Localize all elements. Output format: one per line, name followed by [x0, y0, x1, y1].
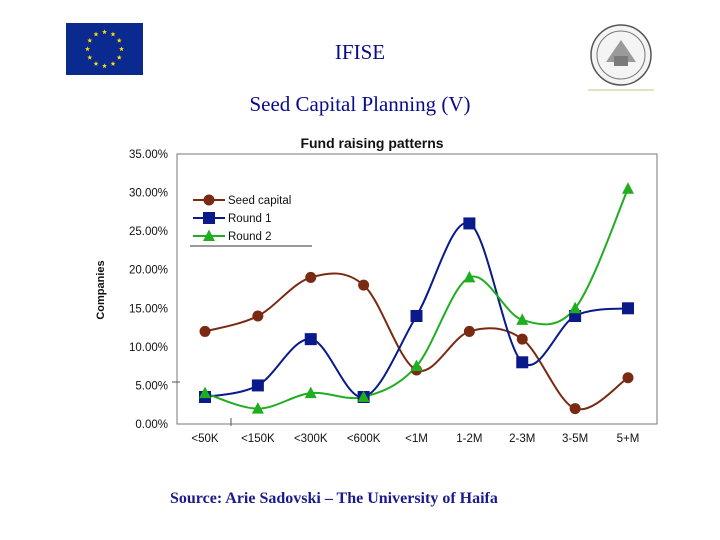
- y-tick-label: 25.00%: [129, 226, 168, 238]
- data-point-round-2: [199, 386, 211, 399]
- y-tick-label: 10.00%: [129, 342, 168, 354]
- org-title: IFISE: [334, 40, 386, 64]
- data-point-round-1: [463, 217, 476, 230]
- y-tick-label: 5.00%: [135, 380, 168, 392]
- data-point-round-2: [516, 313, 529, 325]
- x-tick-label: 2-3M: [509, 433, 535, 445]
- y-axis-label: Companies: [95, 260, 107, 319]
- slide-subtitle: Seed Capital Planning (V): [249, 92, 471, 116]
- eu-star-icon: [87, 37, 93, 43]
- data-point-round-2: [304, 386, 317, 399]
- x-tick-label: <150K: [241, 433, 275, 445]
- eu-star-icon: [87, 54, 93, 60]
- chart-title: Fund raising patterns: [300, 135, 443, 151]
- data-point-seed-capital: [252, 310, 264, 322]
- x-tick-label: <300K: [294, 433, 328, 445]
- data-point-round-1: [410, 310, 423, 322]
- eu-star-icon: [116, 54, 122, 60]
- x-tick-label: 3-5M: [562, 433, 588, 445]
- legend-label-seed-capital: Seed capital: [228, 195, 291, 207]
- legend-marker-round-2: [203, 229, 215, 241]
- data-point-seed-capital: [305, 271, 317, 283]
- chart-legend: Seed capital Round 1 Round 2: [190, 194, 312, 247]
- eu-star-icon: [110, 61, 116, 66]
- eu-star-icon: [116, 37, 122, 43]
- legend-marker-round-1: [203, 212, 215, 224]
- source-caption: Source: Arie Sadovski – The University o…: [170, 490, 498, 507]
- plot-frame: [176, 153, 658, 425]
- data-point-round-2: [622, 182, 634, 194]
- data-point-round-2: [357, 390, 370, 402]
- y-tick-label: 15.00%: [129, 303, 168, 315]
- data-point-round-2: [251, 402, 264, 414]
- data-point-round-1: [251, 379, 264, 392]
- data-point-round-2: [463, 270, 476, 283]
- x-tick-label: <600K: [347, 433, 381, 445]
- data-point-seed-capital: [463, 325, 475, 337]
- x-tick-label: 5+M: [617, 433, 640, 445]
- series-line-seed-capital: [204, 272, 629, 411]
- eu-star-icon: [93, 31, 99, 37]
- series-line-round-1: [204, 222, 629, 399]
- eu-star-icon: [119, 46, 124, 52]
- data-point-seed-capital: [622, 372, 634, 384]
- eu-star-icon: [93, 61, 99, 66]
- legend-label-round-2: Round 2: [228, 231, 271, 243]
- data-point-round-2: [410, 359, 423, 372]
- data-point-round-1: [516, 356, 529, 369]
- data-point-seed-capital: [199, 325, 211, 337]
- legend-marker-seed-capital: [203, 194, 215, 206]
- y-tick-label: 30.00%: [129, 188, 168, 200]
- data-point-seed-capital: [569, 403, 581, 415]
- y-tick-label: 0.00%: [135, 419, 168, 431]
- data-point-seed-capital: [358, 279, 370, 291]
- data-point-seed-capital: [516, 333, 528, 345]
- eu-star-icon: [102, 63, 107, 69]
- university-seal-logo: [588, 24, 654, 91]
- eu-flag-logo: [66, 23, 143, 75]
- fund-raising-chart: Fund raising patterns Companies 0.00% 5.0…: [95, 135, 658, 445]
- eu-star-icon: [102, 29, 107, 35]
- data-point-round-1: [304, 333, 317, 346]
- legend-label-round-1: Round 1: [228, 213, 271, 225]
- data-point-round-1: [622, 302, 634, 315]
- y-tick-label: 35.00%: [129, 149, 168, 161]
- data-point-round-2: [569, 301, 582, 314]
- eu-star-icon: [110, 31, 116, 37]
- eu-star-icon: [85, 46, 90, 52]
- x-tick-label: 1-2M: [456, 433, 482, 445]
- y-tick-label: 20.00%: [129, 265, 168, 277]
- x-tick-label: <50K: [191, 433, 219, 445]
- x-tick-label: <1M: [405, 433, 428, 445]
